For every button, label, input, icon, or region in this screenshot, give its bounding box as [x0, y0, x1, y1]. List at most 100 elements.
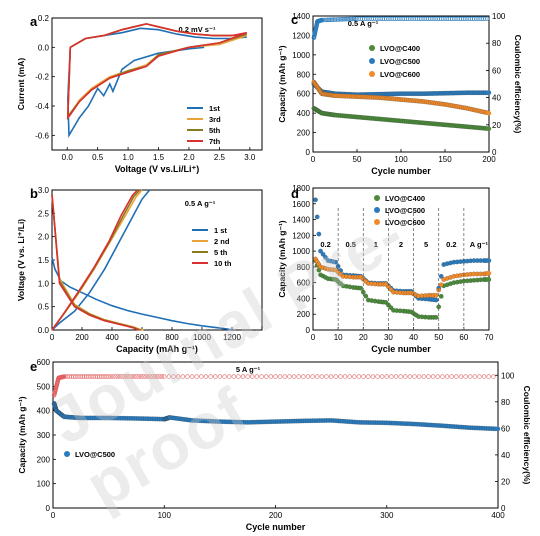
efficiency-point-e: [352, 374, 357, 379]
y-tick-label-b: 3.0: [38, 186, 50, 195]
efficiency-point-c: [343, 16, 348, 22]
rate-label-d: 0.5: [345, 240, 355, 249]
efficiency-point-e: [315, 374, 320, 379]
efficiency-point-e: [435, 374, 440, 379]
efficiency-point-c: [322, 17, 327, 23]
y-right-tick-label-e: 20: [501, 477, 510, 486]
legend-swatch-d: [374, 219, 380, 225]
y-tick-label-b: 0.5: [38, 303, 50, 312]
y-tick-label-b: 2.5: [38, 209, 50, 218]
x-tick-label-a: 3.0: [244, 153, 256, 162]
rate-label-d: 1: [374, 240, 378, 249]
x-tick-label-c: 50: [353, 155, 362, 164]
data-point-d: [314, 214, 320, 220]
legend-label-b: 1 st: [214, 226, 227, 235]
y-tick-label-d: 0: [306, 326, 311, 335]
efficiency-point-e: [305, 374, 311, 379]
efficiency-point-e: [217, 374, 223, 379]
x-tick-label-a: 1.0: [123, 153, 135, 162]
efficiency-point-e: [148, 374, 153, 379]
x-tick-label-d: 30: [384, 333, 393, 342]
efficiency-point-e: [379, 374, 385, 379]
y-tick-label-b: 2.0: [38, 233, 50, 242]
legend-label-b: 2 nd: [214, 237, 230, 246]
y-tick-label-d: 1800: [292, 184, 310, 193]
data-point-d: [358, 285, 364, 291]
x-axis-label-a: Voltage (V vs.Li/Li⁺): [115, 164, 200, 174]
efficiency-point-c: [344, 16, 349, 22]
legend-label-b: 10 th: [214, 259, 232, 268]
y-tick-label-e: 300: [37, 431, 51, 440]
efficiency-point-c: [353, 16, 358, 21]
efficiency-point-e: [333, 374, 338, 379]
efficiency-point-e: [430, 374, 436, 379]
data-point-c: [486, 110, 492, 116]
efficiency-point-c: [324, 17, 329, 23]
legend-label-a: 5th: [209, 126, 221, 135]
y-right-axis-label-e: Coulombic efficiency(%): [522, 386, 532, 485]
x-tick-label-e: 200: [269, 511, 283, 520]
efficiency-point-e: [356, 374, 362, 379]
efficiency-point-e: [118, 374, 123, 379]
y-right-tick-label-c: 0: [492, 148, 497, 157]
efficiency-point-c: [325, 17, 330, 23]
efficiency-point-e: [421, 374, 427, 379]
efficiency-point-e: [319, 374, 325, 379]
data-point-d: [320, 251, 326, 257]
efficiency-point-c: [321, 17, 326, 23]
y-tick-label-d: 400: [297, 294, 311, 303]
y-tick-label-a: -0.6: [35, 131, 49, 140]
x-tick-label-b: 800: [165, 333, 179, 342]
x-tick-label-d: 40: [409, 333, 418, 342]
efficiency-point-e: [152, 374, 158, 379]
y-right-tick-label-c: 40: [492, 94, 501, 103]
efficiency-point-c: [329, 17, 335, 22]
x-tick-label-b: 1000: [193, 333, 211, 342]
x-tick-label-e: 300: [380, 511, 394, 520]
efficiency-point-e: [268, 374, 274, 379]
y-tick-label-a: -0.4: [35, 102, 49, 111]
efficiency-point-e: [273, 374, 278, 379]
series-line-a: [66, 27, 247, 139]
efficiency-point-e: [291, 374, 297, 379]
efficiency-point-e: [491, 374, 496, 379]
x-tick-label-d: 70: [485, 333, 494, 342]
data-point-c: [486, 90, 492, 95]
x-tick-label-c: 100: [394, 155, 408, 164]
x-tick-label-a: 2.0: [183, 153, 195, 162]
y-tick-label-e: 400: [37, 407, 51, 416]
legend-label-d: LVO@C500: [385, 206, 425, 215]
efficiency-point-e: [342, 374, 348, 379]
efficiency-point-e: [157, 374, 162, 379]
efficiency-point-e: [111, 374, 116, 379]
efficiency-point-c: [326, 17, 332, 22]
efficiency-point-e: [129, 374, 135, 379]
x-tick-label-a: 0.0: [62, 153, 74, 162]
y-tick-label-e: 100: [37, 480, 51, 489]
efficiency-point-e: [416, 374, 422, 379]
efficiency-point-c: [484, 16, 490, 21]
data-point-d: [438, 294, 444, 299]
legend-label-a: 3rd: [209, 115, 221, 124]
y-axis-label-a: Current (mA): [16, 58, 26, 111]
legend-label-d: LVO@C400: [385, 194, 425, 203]
x-tick-label-d: 10: [334, 333, 343, 342]
efficiency-point-e: [245, 374, 250, 379]
efficiency-point-e: [250, 374, 255, 379]
legend-label-d: LVO@C600: [385, 218, 425, 227]
y-tick-label-c: 1400: [292, 12, 310, 21]
y-axis-label-e: Capacity (mAh g⁻¹): [17, 396, 27, 473]
y-right-tick-label-e: 40: [501, 451, 510, 460]
efficiency-point-e: [155, 374, 160, 379]
efficiency-point-e: [150, 374, 155, 379]
efficiency-point-e: [236, 374, 241, 379]
legend-label-a: 1st: [209, 104, 220, 113]
efficiency-point-e: [240, 374, 246, 379]
panel-label-c: c: [291, 12, 298, 27]
efficiency-point-c: [319, 17, 324, 23]
efficiency-point-c: [350, 16, 355, 22]
y-tick-label-d: 800: [297, 263, 311, 272]
y-tick-label-b: 0.0: [38, 326, 50, 335]
legend-label-c: LVO@C500: [380, 57, 420, 66]
